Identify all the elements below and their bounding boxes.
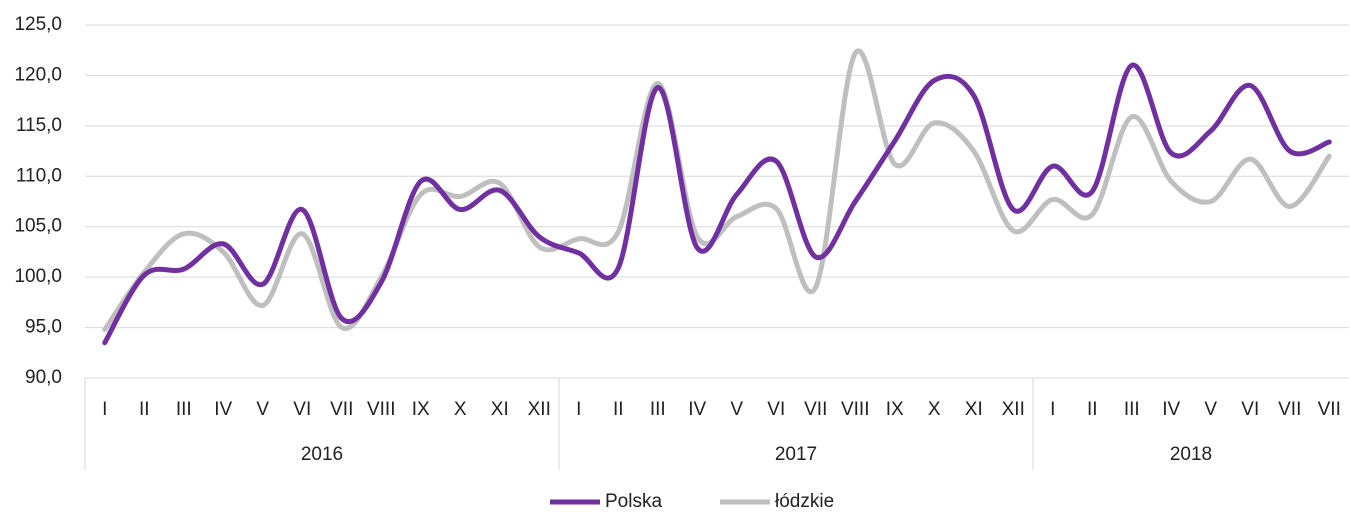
year-label: 2018: [1170, 444, 1212, 465]
x-tick-label: IV: [214, 399, 232, 420]
x-tick-label: IV: [1162, 399, 1180, 420]
x-tick-label: VI: [293, 399, 311, 420]
y-tick-label: 110,0: [16, 165, 62, 186]
x-tick-label: V: [256, 399, 269, 420]
x-tick-label: VI: [767, 399, 785, 420]
x-tick-label: VIII: [367, 399, 396, 420]
x-tick-label: VII: [1318, 399, 1341, 420]
series-line: [102, 62, 1332, 346]
x-tick-label: IV: [688, 399, 706, 420]
x-tick-label: VII: [1278, 399, 1301, 420]
x-tick-label: XII: [528, 399, 551, 420]
x-tick-label: III: [1124, 399, 1140, 420]
year-label: 2016: [301, 444, 343, 465]
y-tick-label: 95,0: [25, 317, 62, 338]
x-tick-label: I: [102, 399, 107, 420]
x-tick-label: II: [613, 399, 624, 420]
legend-label: Polska: [605, 491, 662, 512]
x-tick-label: VII: [804, 399, 827, 420]
x-tick-label: XI: [491, 399, 509, 420]
x-tick-label: XII: [1002, 399, 1025, 420]
x-tick-label: VII: [330, 399, 353, 420]
x-tick-label: II: [1087, 399, 1098, 420]
x-tick-label: IX: [886, 399, 904, 420]
y-tick-label: 125,0: [14, 14, 62, 35]
y-tick-label: 105,0: [14, 216, 62, 237]
x-tick-label: VI: [1241, 399, 1259, 420]
x-tick-label: V: [1204, 399, 1217, 420]
x-tick-label: X: [928, 399, 941, 420]
x-tick-label: I: [576, 399, 581, 420]
x-tick-label: XI: [965, 399, 983, 420]
x-tick-label: X: [454, 399, 467, 420]
year-label: 2017: [775, 444, 817, 465]
x-tick-label: IX: [412, 399, 430, 420]
x-tick-label: III: [176, 399, 192, 420]
legend-label: łódzkie: [775, 491, 834, 512]
y-tick-label: 100,0: [14, 266, 62, 287]
x-tick-label: III: [650, 399, 666, 420]
y-tick-label: 115,0: [16, 115, 62, 136]
y-tick-label: 120,0: [14, 64, 62, 85]
x-tick-label: V: [730, 399, 743, 420]
x-tick-label: VIII: [841, 399, 870, 420]
x-tick-label: I: [1050, 399, 1055, 420]
series-line: [102, 48, 1332, 333]
x-tick-label: II: [139, 399, 150, 420]
y-tick-label: 90,0: [25, 367, 62, 388]
